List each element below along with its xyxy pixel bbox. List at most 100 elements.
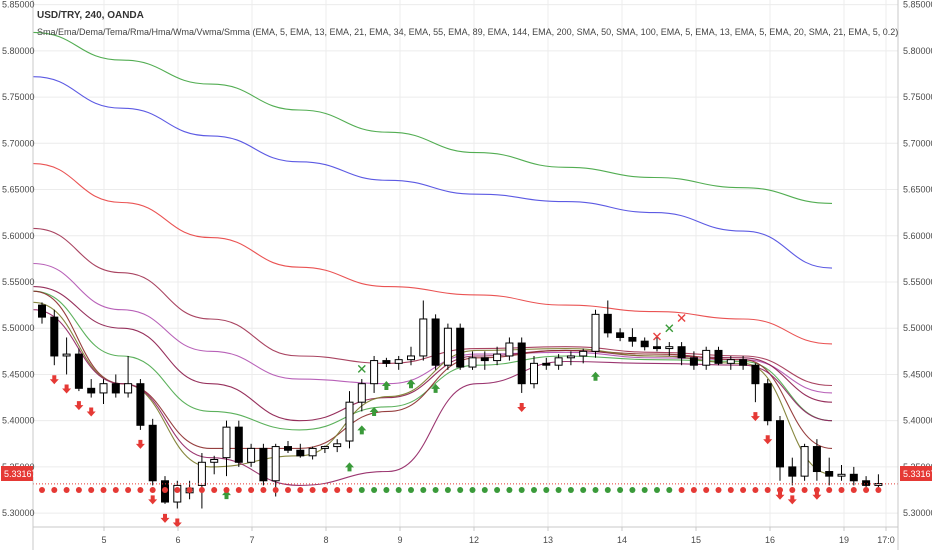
candle-body [259, 447, 268, 482]
trend-dot [334, 487, 341, 493]
candle-body [345, 401, 354, 442]
candle-body [99, 383, 108, 394]
buy-arrow [222, 490, 231, 500]
candle-body [357, 383, 366, 403]
candle-body [653, 346, 661, 350]
candle-body [431, 318, 440, 366]
candle-body [234, 426, 243, 463]
candle-body [702, 349, 711, 366]
last-price-badge-right [900, 466, 932, 481]
trend-dot [63, 487, 70, 493]
trend-dot [223, 487, 230, 493]
sell-arrow [517, 402, 527, 412]
candle-body [776, 420, 784, 468]
sell-arrow [787, 495, 797, 505]
symbol-title[interactable]: USD/TRY, 240, OANDA [37, 10, 144, 21]
candle-body [50, 316, 59, 357]
trend-dot [112, 487, 119, 493]
candle-body [407, 355, 415, 361]
candle-body [616, 332, 625, 338]
trend-dot [531, 487, 537, 493]
candle-body [419, 318, 428, 357]
trend-dot [875, 487, 882, 493]
x-tick-label: 12 [469, 535, 479, 545]
cross-marker [357, 364, 366, 373]
trend-dot [125, 487, 132, 493]
trend-dot [469, 487, 476, 493]
trend-dot [555, 487, 562, 493]
x-tick-label: 15 [691, 535, 701, 545]
candlesticks [38, 300, 883, 509]
y-tick-label-right: 5.80000 [903, 46, 932, 56]
trend-dot [39, 487, 45, 493]
candle-body [788, 466, 797, 477]
trend-dot [826, 487, 833, 493]
candle-body [812, 446, 821, 473]
trend-dot [629, 487, 636, 493]
candle-body [284, 446, 292, 451]
x-tick-label: 6 [175, 535, 180, 545]
candle-body [136, 383, 145, 426]
sell-arrow [763, 435, 773, 445]
trend-dot [580, 487, 587, 493]
trend-dot [395, 487, 402, 493]
candle-body [640, 340, 649, 348]
candle-body [677, 346, 686, 359]
candle-body [517, 342, 526, 385]
buy-arrow [381, 381, 391, 391]
candle-body [800, 446, 809, 477]
candle-body [837, 473, 846, 477]
candle-body [74, 353, 83, 389]
trend-dot [149, 487, 156, 493]
trend-dot [137, 487, 144, 493]
trend-dot [346, 487, 353, 493]
y-tick-label-right: 5.75000 [903, 92, 932, 102]
trend-dot [604, 487, 611, 493]
indicator-label[interactable]: Sma/Ema/Dema/Tema/Rma/Hma/Wma/Vwma/Smma … [37, 27, 898, 37]
buy-arrow [431, 383, 441, 393]
candle-body [87, 387, 96, 394]
candle-body [591, 313, 600, 352]
sell-arrow [62, 384, 72, 394]
trend-dot [481, 487, 488, 493]
candle-body [554, 357, 563, 366]
sell-arrow [160, 513, 170, 523]
trend-dot [260, 487, 267, 493]
candle-body [542, 362, 551, 366]
candle-body [111, 383, 120, 394]
cross-marker [677, 314, 686, 323]
candle-body [714, 349, 723, 364]
candle-body [603, 313, 612, 334]
trend-dot [198, 487, 205, 493]
trend-dot [272, 487, 279, 493]
trend-dot [174, 487, 181, 493]
candle-body [222, 426, 231, 459]
trend-dot [88, 487, 95, 493]
y-tick-label-right: 5.30000 [903, 508, 932, 518]
buy-arrow [406, 379, 416, 389]
trend-dot [764, 487, 771, 493]
trend-dot [297, 487, 304, 493]
sell-arrow [135, 439, 145, 449]
y-tick-label-left: 5.60000 [2, 231, 35, 241]
trend-dot [371, 487, 378, 493]
trend-dot [457, 487, 464, 493]
y-tick-label-left: 5.65000 [2, 185, 35, 195]
ma-line [32, 31, 833, 204]
trend-dot [321, 487, 328, 493]
trend-dot [850, 487, 857, 493]
last-price-left: 5.33167 [4, 469, 37, 479]
candle-body [566, 355, 575, 359]
y-tick-label-right: 5.40000 [903, 416, 932, 426]
trend-dot [432, 487, 439, 493]
candle-body [849, 473, 858, 482]
candle-body [763, 383, 772, 422]
trend-dots [39, 487, 882, 493]
ma-line [32, 309, 833, 486]
candle-body [333, 443, 342, 448]
sell-arrow [148, 495, 158, 505]
trend-dot [838, 487, 845, 493]
candle-body [124, 383, 133, 394]
candle-body [173, 484, 182, 503]
